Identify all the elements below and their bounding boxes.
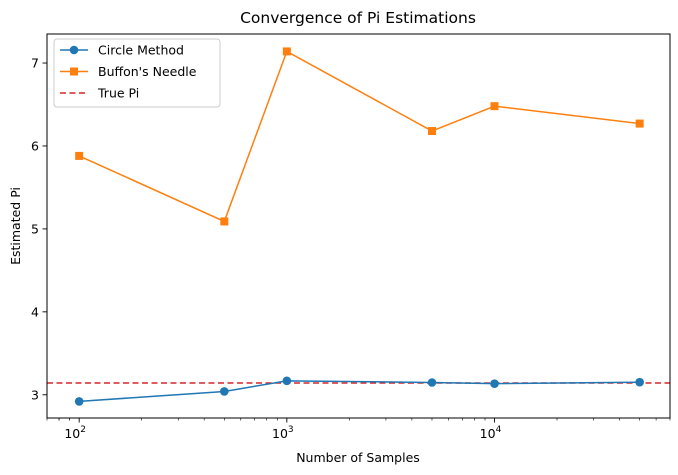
buffon-s-needle-point xyxy=(282,47,291,56)
chart-title: Convergence of Pi Estimations xyxy=(240,9,476,27)
buffon-s-needle-point xyxy=(220,217,229,226)
buffon-s-needle-point xyxy=(75,151,84,160)
buffon-s-needle-line xyxy=(78,50,640,223)
buffon-s-needle-point xyxy=(635,119,644,128)
legend-label-circle-method: Circle Method xyxy=(98,43,184,58)
y-tick-label: 3 xyxy=(31,387,39,402)
circle-method-line xyxy=(79,380,640,403)
legend-marker-buffon-s-needle xyxy=(70,67,78,76)
legend: Circle Method Buffon's Needle True Pi xyxy=(53,38,221,108)
legend-label-buffon-s-needle: Buffon's Needle xyxy=(98,64,197,79)
y-axis-label: Estimated Pi xyxy=(8,187,23,265)
y-tick-label: 7 xyxy=(31,56,39,71)
x-tick-label: 102 xyxy=(64,425,86,441)
x-axis-label: Number of Samples xyxy=(296,450,420,465)
legend-label-true-pi: True Pi xyxy=(97,86,139,101)
y-tick-label: 4 xyxy=(31,304,39,319)
circle-method-point xyxy=(282,376,292,386)
y-tick-label: 5 xyxy=(31,221,39,236)
plot-frame xyxy=(46,33,671,419)
x-tick-label: 104 xyxy=(480,425,502,441)
buffon-s-needle-point xyxy=(427,127,436,136)
circle-method-point xyxy=(427,378,437,387)
buffon-s-needle-point xyxy=(490,102,499,111)
legend-box xyxy=(53,38,221,108)
circle-method-point xyxy=(220,387,229,396)
legend-marker-circle-method xyxy=(69,45,79,55)
y-tick-label: 6 xyxy=(31,138,39,153)
circle-method-point xyxy=(490,379,499,388)
circle-method-point xyxy=(74,397,84,406)
circle-method-point xyxy=(635,377,644,387)
x-tick-label: 103 xyxy=(272,425,294,441)
